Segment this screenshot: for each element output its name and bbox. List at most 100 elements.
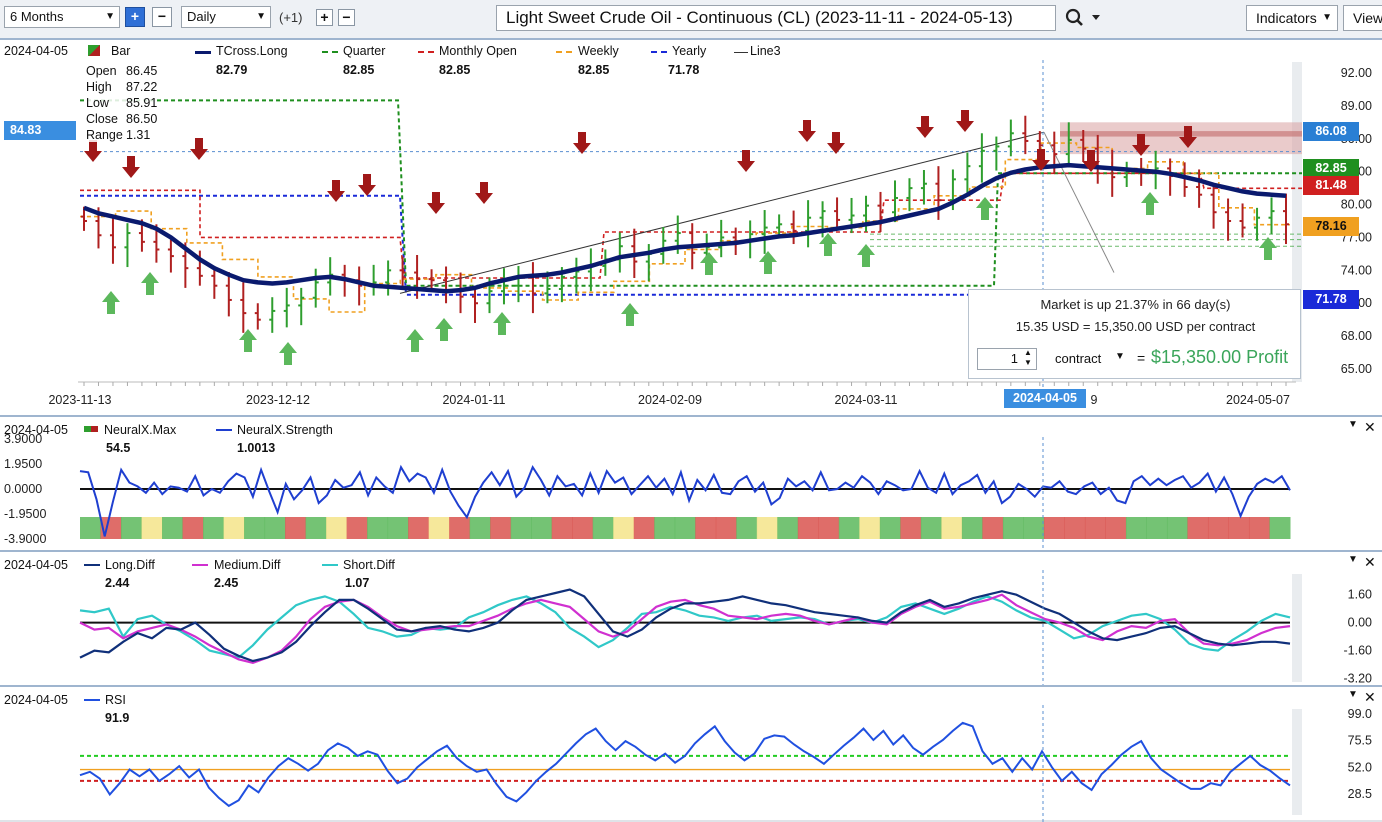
contract-qty-value: 1 bbox=[1010, 351, 1018, 366]
buy-arrow-icon bbox=[626, 314, 634, 326]
y-tick-label: -3.9000 bbox=[4, 532, 46, 546]
collapse-panel-button[interactable]: ▼ bbox=[1348, 689, 1358, 700]
line-solid-icon bbox=[84, 699, 100, 701]
rsi-panel[interactable]: 99.0 75.5 52.0 28.5 2024-04-05 RSI 91.9 ▼ ✕ bbox=[0, 685, 1382, 822]
chevron-down-icon[interactable]: ▼ bbox=[1115, 351, 1125, 362]
neuralx-max-cell bbox=[797, 517, 819, 539]
sell-arrow-icon bbox=[127, 156, 135, 168]
y-tick-label: 0.0000 bbox=[4, 482, 42, 496]
search-button[interactable] bbox=[1064, 7, 1104, 29]
period-value: 6 Months bbox=[10, 9, 64, 24]
sell-arrow-icon bbox=[916, 127, 934, 138]
diff-chart[interactable]: 1.60 0.00 -1.60 -3.20 bbox=[0, 552, 1382, 687]
neuralx-max-cell bbox=[182, 517, 204, 539]
zoom-out-button[interactable]: − bbox=[152, 7, 172, 27]
neuralx-max-label: NeuralX.Max bbox=[104, 423, 177, 437]
y-tick-label: 75.5 bbox=[1348, 734, 1372, 748]
zoom-in-button[interactable]: + bbox=[125, 7, 145, 27]
remove-interval-button[interactable]: − bbox=[338, 9, 355, 26]
neuralx-max-cell bbox=[223, 517, 245, 539]
neuralx-max-cell bbox=[900, 517, 922, 539]
neuralx-strength-label: NeuralX.Strength bbox=[237, 423, 333, 437]
diff-panel[interactable]: 1.60 0.00 -1.60 -3.20 2024-04-05 Long.Diff … bbox=[0, 550, 1382, 687]
line-dashed-icon bbox=[322, 51, 338, 53]
view-button[interactable]: View bbox=[1343, 5, 1382, 31]
measure-tooltip: Market is up 21.37% in 66 day(s) 15.35 U… bbox=[968, 289, 1301, 379]
line-solid-icon bbox=[195, 51, 211, 54]
neuralx-strength-line bbox=[79, 464, 1291, 537]
close-icon[interactable]: ✕ bbox=[1364, 419, 1376, 435]
sell-arrow-icon bbox=[1082, 161, 1100, 172]
line-solid-icon bbox=[734, 52, 748, 53]
sell-arrow-icon bbox=[432, 192, 440, 204]
crosshair-price-tag: 84.83 bbox=[4, 121, 76, 140]
buy-arrow-icon bbox=[284, 353, 292, 365]
chevron-down-icon: ▼ bbox=[256, 11, 266, 22]
neuralx-max-cell bbox=[408, 517, 430, 539]
legend-yearly-label: Yearly bbox=[672, 44, 707, 58]
price-tag-monthly: 81.48 bbox=[1303, 176, 1359, 195]
neuralx-max-cell bbox=[736, 517, 758, 539]
buy-arrow-icon bbox=[279, 342, 297, 353]
sell-arrow-icon bbox=[195, 138, 203, 150]
buy-arrow-icon bbox=[146, 283, 154, 295]
indicators-button[interactable]: Indicators ▼ bbox=[1246, 5, 1338, 31]
y-tick-label: 28.5 bbox=[1348, 787, 1372, 801]
neuralx-max-cell bbox=[80, 517, 102, 539]
ohlc-readout: Open 86.45 High 87.22 Low 85.91 Close 86.50 … bbox=[86, 64, 158, 142]
medium-diff-label: Medium.Diff bbox=[214, 558, 281, 572]
interval-select[interactable]: Daily ▼ bbox=[181, 6, 271, 28]
y-tick-label: 74.00 bbox=[1341, 263, 1372, 277]
qty-stepper[interactable]: ▲ ▼ bbox=[1024, 348, 1032, 367]
price-panel[interactable]: 65.0068.0071.0074.0077.0080.0083.0086.00… bbox=[0, 38, 1382, 415]
neuralx-chart[interactable]: 3.9000 1.9500 0.0000 -1.9500 -3.9000 bbox=[0, 417, 1382, 552]
price-tag-weekly: 78.16 bbox=[1303, 217, 1359, 236]
neuralx-max-cell bbox=[777, 517, 799, 539]
sell-arrow-icon bbox=[122, 167, 140, 178]
neuralx-max-cell bbox=[592, 517, 614, 539]
neuralx-max-cell bbox=[551, 517, 573, 539]
buy-arrow-icon bbox=[976, 197, 994, 208]
sell-arrow-icon bbox=[475, 193, 493, 204]
period-select[interactable]: 6 Months ▼ bbox=[4, 6, 120, 28]
neuralx-panel[interactable]: 3.9000 1.9500 0.0000 -1.9500 -3.9000 2024-04… bbox=[0, 415, 1382, 552]
neuralx-max-cell bbox=[1064, 517, 1086, 539]
legend-bar-label: Bar bbox=[111, 44, 131, 58]
symbol-title-field[interactable]: Light Sweet Crude Oil - Continuous (CL) … bbox=[496, 5, 1056, 31]
price-tag-yearly: 71.78 bbox=[1303, 290, 1359, 309]
close-icon[interactable]: ✕ bbox=[1364, 554, 1376, 570]
price-chart[interactable]: 65.0068.0071.0074.0077.0080.0083.0086.00… bbox=[0, 40, 1382, 417]
collapse-panel-button[interactable]: ▼ bbox=[1348, 419, 1358, 430]
ohlc-open-value: 86.45 bbox=[126, 64, 158, 78]
y-tick-label: -1.9500 bbox=[4, 507, 46, 521]
neuralx-max-cell bbox=[982, 517, 1004, 539]
neuralx-max-cell bbox=[941, 517, 963, 539]
contract-qty-input[interactable]: 1 bbox=[977, 348, 1037, 370]
sell-arrow-icon bbox=[363, 174, 371, 186]
neuralx-max-cell bbox=[469, 517, 491, 539]
buy-arrow-icon bbox=[862, 255, 870, 267]
rsi-label: RSI bbox=[105, 693, 126, 707]
close-icon[interactable]: ✕ bbox=[1364, 689, 1376, 705]
sell-arrow-icon bbox=[956, 121, 974, 132]
ohlc-open-label: Open bbox=[86, 64, 117, 78]
y-tick-label: 68.00 bbox=[1341, 329, 1372, 343]
sell-arrow-icon bbox=[1184, 126, 1192, 138]
neuralx-max-cell bbox=[490, 517, 512, 539]
neuralx-max-cell bbox=[285, 517, 307, 539]
sell-arrow-icon bbox=[827, 143, 845, 154]
rsi-chart[interactable]: 99.0 75.5 52.0 28.5 bbox=[0, 687, 1382, 822]
monthly-open-line bbox=[80, 172, 1302, 279]
contract-unit-label[interactable]: contract bbox=[1055, 351, 1102, 366]
neuralx-max-cell bbox=[879, 517, 901, 539]
buy-arrow-icon bbox=[981, 208, 989, 220]
sell-arrow-icon bbox=[798, 131, 816, 142]
add-interval-button[interactable]: + bbox=[316, 9, 333, 26]
buy-arrow-icon bbox=[141, 272, 159, 283]
tooltip-usd-line: 15.35 USD = 15,350.00 USD per contract bbox=[1015, 319, 1256, 334]
collapse-panel-button[interactable]: ▼ bbox=[1348, 554, 1358, 565]
buy-arrow-icon bbox=[1259, 237, 1277, 248]
neuralx-max-cell bbox=[961, 517, 983, 539]
neuralx-max-cell bbox=[141, 517, 163, 539]
neuralx-max-cell bbox=[1269, 517, 1291, 539]
